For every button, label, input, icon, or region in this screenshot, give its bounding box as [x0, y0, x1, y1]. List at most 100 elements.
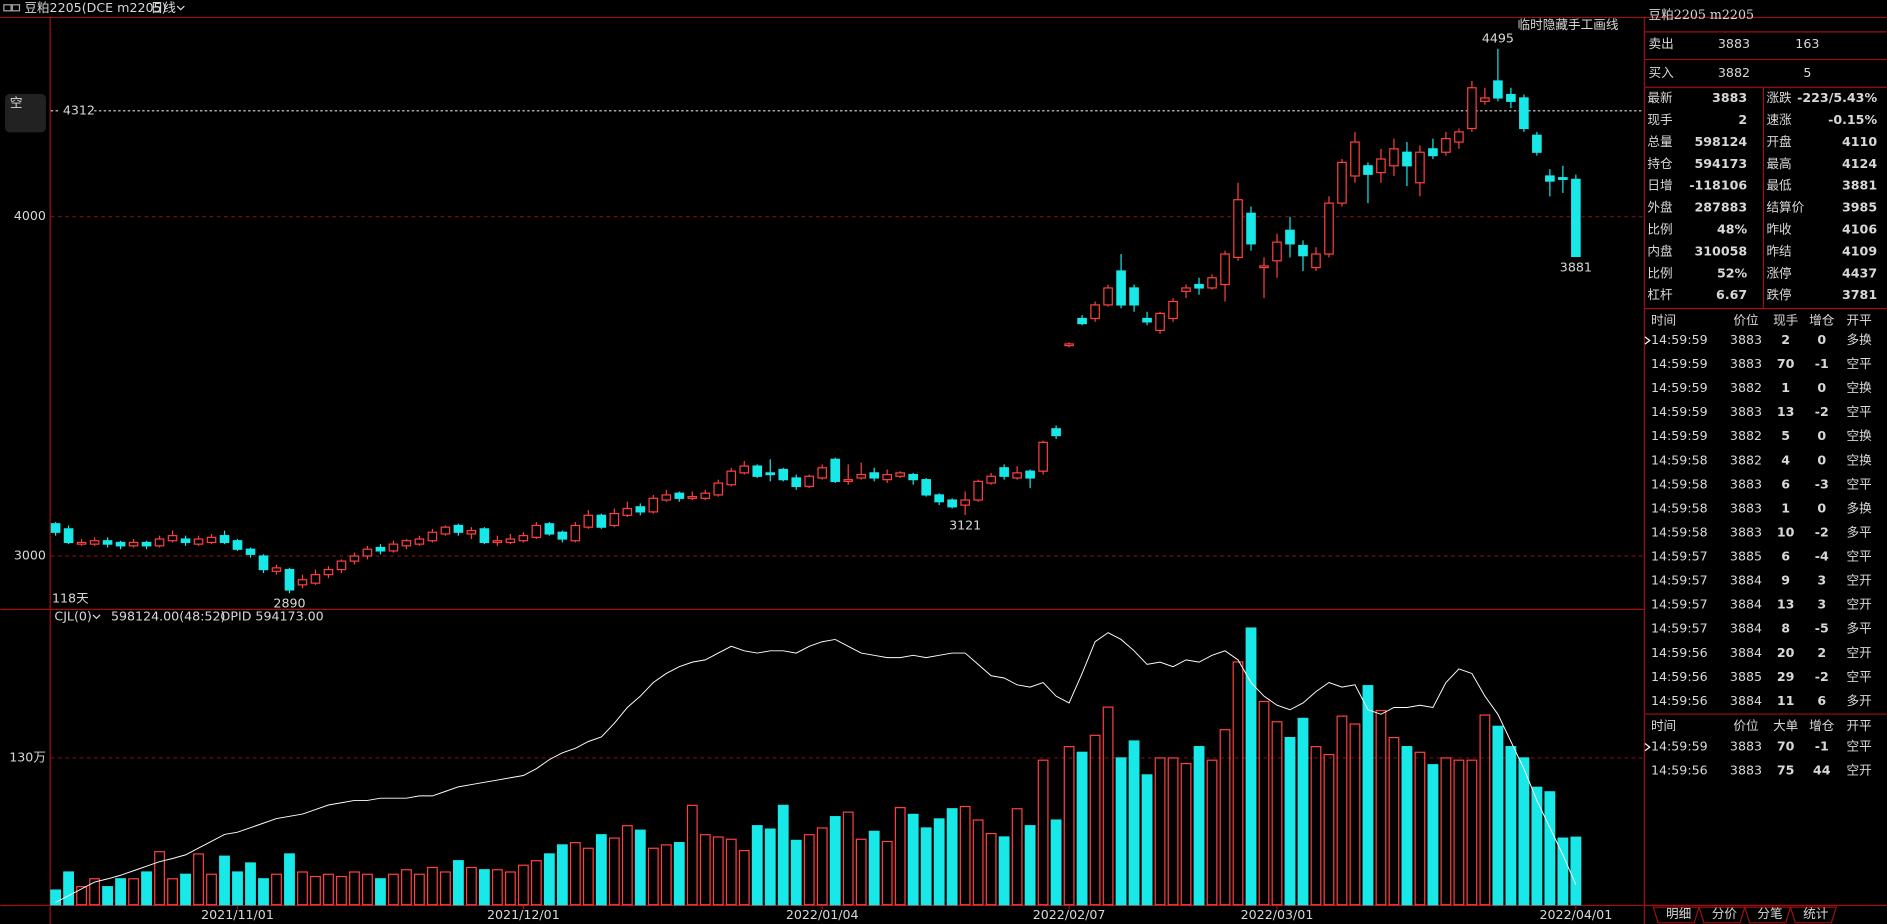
tab[interactable]	[1652, 906, 1700, 924]
candle-body	[284, 568, 295, 591]
table-cell: 多平	[1846, 621, 1871, 636]
table-cell: 14:59:59	[1651, 380, 1708, 395]
candle-body	[89, 540, 100, 545]
table-cell: -1	[1815, 739, 1829, 754]
candle-body	[1259, 265, 1269, 269]
stat-value: -0.15%	[1828, 112, 1877, 127]
candle-body	[115, 541, 126, 547]
candle-body	[1285, 229, 1295, 245]
candle-body	[1558, 177, 1568, 180]
candle-body	[310, 574, 321, 584]
candle-body	[1571, 178, 1581, 257]
candle-body	[531, 524, 542, 538]
candle-body	[336, 560, 347, 571]
candle-body	[206, 536, 217, 544]
volume-bar	[232, 871, 243, 906]
volume-bar	[1492, 725, 1504, 906]
volume-bar	[1570, 836, 1582, 906]
volume-bar	[1401, 746, 1413, 906]
candle-body	[323, 568, 334, 576]
volume-bar	[1115, 757, 1127, 906]
table-cell: 多换	[1846, 500, 1872, 515]
tab-label[interactable]: 统计	[1803, 906, 1829, 921]
dropdown-arrow[interactable]	[92, 614, 101, 620]
volume-bar	[660, 844, 672, 906]
stat-label: 日增	[1647, 178, 1672, 193]
table-cell: 3885	[1730, 669, 1762, 684]
candle-body	[1246, 212, 1256, 245]
volume-bar	[284, 853, 295, 906]
volume-bar	[1362, 685, 1374, 906]
table-cell: 空平	[1846, 356, 1871, 371]
stat-label: 比例	[1647, 265, 1672, 280]
legend-name: CJL(0)	[54, 609, 91, 624]
table-cell: 70	[1777, 739, 1795, 754]
stat-value: 3781	[1842, 287, 1877, 302]
volume-bar	[1024, 825, 1036, 906]
volume-bar	[1180, 762, 1192, 906]
table-cell: 0	[1817, 428, 1826, 443]
stat-label: 跌停	[1766, 287, 1791, 302]
x-tick-label: 2022/04/01	[1539, 907, 1612, 922]
quote-price: 3883	[1718, 36, 1750, 51]
table-cell: 4	[1781, 452, 1790, 467]
candle-body	[1428, 148, 1438, 157]
volume-bar	[375, 878, 386, 906]
table-cell: 13	[1777, 597, 1795, 612]
volume-bar	[881, 840, 893, 906]
chart: 3000 4000 130万 2021/11/01 2021/12/01 2022/01/…	[5, 17, 1644, 922]
candle-body	[687, 496, 698, 499]
candle-body	[63, 528, 74, 544]
stat-label: 最低	[1766, 178, 1792, 193]
volume-bar	[1128, 740, 1140, 906]
tab[interactable]	[1698, 906, 1746, 924]
table-cell: 14:59:57	[1651, 573, 1708, 588]
candle-body	[1207, 277, 1217, 289]
table-cell: 3884	[1730, 693, 1762, 708]
tab-label[interactable]: 分笔	[1757, 906, 1782, 921]
candle-body	[76, 541, 87, 545]
stat-value: 4124	[1842, 156, 1877, 171]
volume-bar	[414, 873, 425, 906]
volume-bar	[258, 878, 269, 906]
table-header: 开平	[1846, 313, 1871, 328]
candle-body	[479, 528, 490, 544]
period-selector[interactable]: 日线	[151, 0, 177, 15]
volume-bar	[1388, 737, 1400, 906]
table-cell: 70	[1777, 356, 1795, 371]
candle-body	[583, 514, 594, 528]
table-header: 价位	[1733, 718, 1759, 733]
tab-label[interactable]: 明细	[1666, 906, 1691, 921]
volume-bar	[180, 873, 191, 906]
table-header: 增仓	[1809, 313, 1835, 328]
volume-bar	[491, 869, 503, 906]
candle-body	[1493, 80, 1503, 99]
stat-value: 3985	[1842, 200, 1877, 215]
volume-bar	[1375, 709, 1387, 906]
candle-body	[1272, 241, 1282, 262]
candle-body	[1051, 428, 1061, 437]
volume-bar	[245, 862, 256, 906]
tab[interactable]	[1789, 906, 1838, 924]
table-cell: 3882	[1730, 380, 1762, 395]
table-header: 现手	[1773, 313, 1799, 328]
candle-body	[102, 540, 113, 545]
tab-label[interactable]: 分价	[1712, 906, 1738, 921]
stat-value: 598124	[1694, 134, 1747, 149]
table-cell: -2	[1815, 404, 1829, 419]
candle-body	[1064, 343, 1074, 347]
quote-volume: 163	[1795, 36, 1819, 51]
stat-value: -223/5.43%	[1797, 90, 1877, 105]
volume-bar	[686, 804, 698, 906]
table-cell: 3883	[1730, 476, 1762, 491]
dropdown-arrow[interactable]	[176, 5, 185, 11]
tab[interactable]	[1743, 906, 1792, 924]
candle-body	[1415, 151, 1425, 184]
volume-bar	[699, 834, 711, 906]
candle-body	[596, 514, 607, 528]
candle-body	[856, 473, 867, 479]
table-cell: 6	[1817, 693, 1826, 708]
quote-label: 买入	[1649, 65, 1675, 80]
table-cell: 14:59:59	[1651, 356, 1708, 371]
